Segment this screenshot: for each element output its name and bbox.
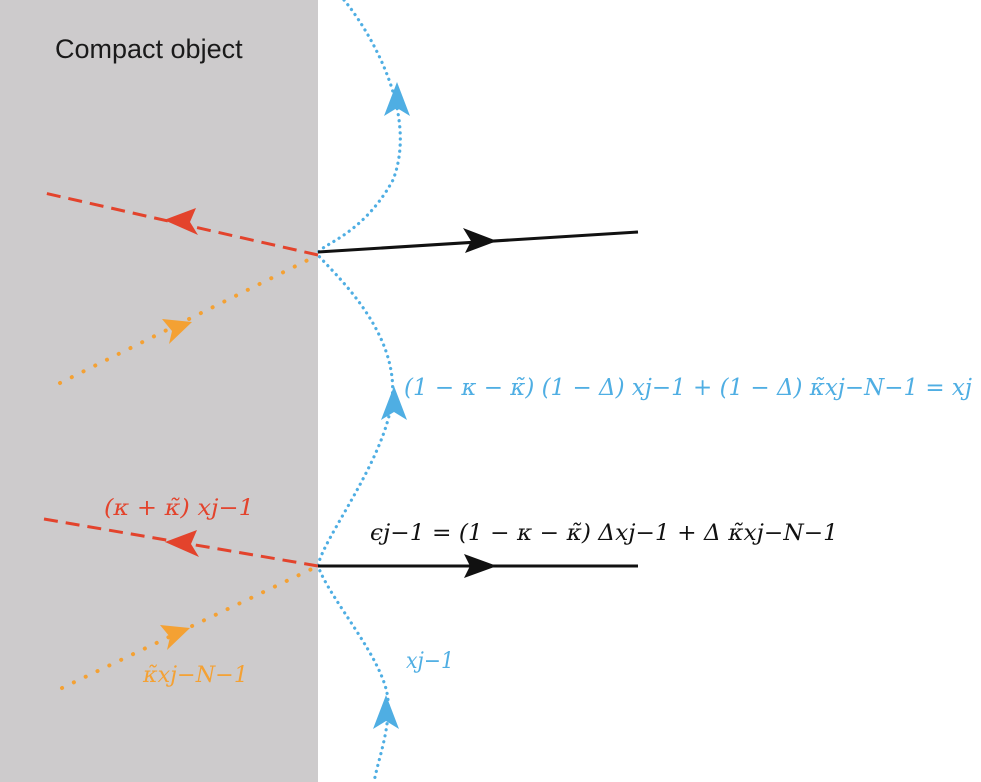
compact-object-label: Compact object	[55, 34, 243, 64]
blue-arrow-upper	[384, 82, 410, 116]
red-arrow-upper	[164, 208, 198, 235]
black-arrow-lower	[464, 554, 497, 578]
blue-trajectory-path	[316, 0, 402, 782]
label-blue-incoming: xj−1	[406, 649, 454, 674]
blue-arrow-lower	[373, 695, 399, 729]
black-arrow-upper	[463, 228, 497, 253]
blue-arrow-middle	[381, 386, 407, 420]
compact-object-region	[0, 0, 318, 782]
orange-incoming-ray-upper	[58, 253, 320, 385]
orange-incoming-ray-lower	[60, 564, 320, 690]
equation-blue-update: (1 − κ − κ̃) (1 − Δ) xj−1 + (1 − Δ) κ̃xj…	[404, 375, 972, 401]
label-red-reflected: (κ + κ̃) xj−1	[104, 496, 254, 521]
equation-emission: ϵj−1 = (1 − κ − κ̃) Δxj−1 + Δ κ̃xj−N−1	[370, 521, 838, 546]
orange-arrow-upper	[162, 319, 192, 344]
label-orange-incoming: κ̃xj−N−1	[142, 663, 248, 688]
orange-arrow-lower	[160, 625, 190, 650]
red-arrow-lower	[165, 530, 199, 557]
